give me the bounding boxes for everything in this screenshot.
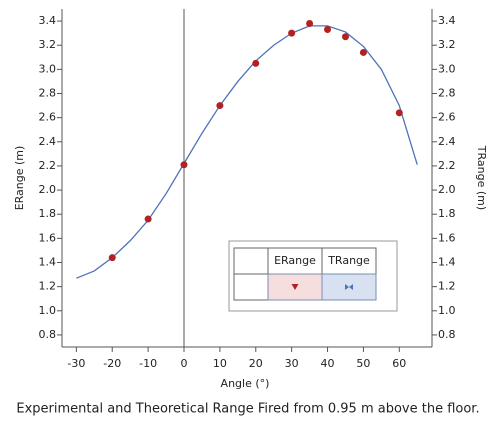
x-axis-label: Angle (°) xyxy=(221,377,270,390)
x-tick-label: 0 xyxy=(181,357,188,370)
data-point xyxy=(288,29,296,37)
data-point xyxy=(306,19,314,27)
data-point xyxy=(341,33,349,41)
y2-tick-label: 1.2 xyxy=(438,280,456,293)
y2-axis-label: TRange (m) xyxy=(475,145,488,210)
curve xyxy=(76,25,418,279)
x-tick-label: 10 xyxy=(213,357,227,370)
data-point xyxy=(395,109,403,117)
x-tick-label: 20 xyxy=(249,357,263,370)
legend-cell xyxy=(233,247,269,275)
y-tick-label: 1.4 xyxy=(39,256,57,269)
data-point xyxy=(216,102,224,110)
y-tick-label: 2.0 xyxy=(39,183,57,196)
caption: Experimental and Theoretical Range Fired… xyxy=(16,402,479,417)
y2-tick-label: 2.6 xyxy=(438,111,456,124)
legend-label: ERange xyxy=(274,254,316,267)
legend-cell xyxy=(233,273,269,301)
x-tick-label: -30 xyxy=(67,357,85,370)
legend-cell xyxy=(321,247,377,275)
y2-tick-label: 2.2 xyxy=(438,159,456,172)
data-point xyxy=(359,48,367,56)
data-point xyxy=(108,254,116,262)
x-tick-label: 60 xyxy=(392,357,406,370)
y2-tick-label: 2.0 xyxy=(438,183,456,196)
y-tick-label: 1.6 xyxy=(39,231,57,244)
legend-label: TRange xyxy=(327,254,370,267)
y2-tick-label: 2.4 xyxy=(438,135,456,148)
y2-tick-label: 0.8 xyxy=(438,328,456,341)
legend-marker xyxy=(291,284,299,290)
y2-tick-label: 2.8 xyxy=(438,87,456,100)
legend-marker xyxy=(345,284,353,290)
y-tick-label: 0.8 xyxy=(39,328,57,341)
y-tick-label: 2.8 xyxy=(39,87,57,100)
data-point xyxy=(324,26,332,34)
legend: SetERangeTRange xyxy=(228,240,398,312)
y-tick-label: 1.8 xyxy=(39,207,57,220)
y2-tick-label: 3.0 xyxy=(438,62,456,75)
x-tick-label: 30 xyxy=(285,357,299,370)
y-tick-label: 2.4 xyxy=(39,135,57,148)
y2-tick-label: 1.6 xyxy=(438,231,456,244)
x-tick-label: -10 xyxy=(139,357,157,370)
y-tick-label: 2.6 xyxy=(39,111,57,124)
x-tick-label: 40 xyxy=(321,357,335,370)
y2-tick-label: 1.8 xyxy=(438,207,456,220)
data-point xyxy=(144,215,152,223)
y-tick-label: 1.0 xyxy=(39,304,57,317)
y-tick-label: 1.2 xyxy=(39,280,57,293)
y-tick-label: 3.2 xyxy=(39,38,57,51)
y2-tick-label: 3.4 xyxy=(438,14,456,27)
y-tick-label: 3.4 xyxy=(39,14,57,27)
y2-tick-label: 1.0 xyxy=(438,304,456,317)
data-point xyxy=(252,59,260,67)
y-tick-label: 2.2 xyxy=(39,159,57,172)
y2-tick-label: 3.2 xyxy=(438,38,456,51)
x-tick-label: 50 xyxy=(356,357,370,370)
data-point xyxy=(180,161,188,169)
y2-tick-label: 1.4 xyxy=(438,256,456,269)
y-tick-label: 3.0 xyxy=(39,62,57,75)
x-tick-label: -20 xyxy=(103,357,121,370)
y-axis-label: ERange (m) xyxy=(13,146,26,211)
